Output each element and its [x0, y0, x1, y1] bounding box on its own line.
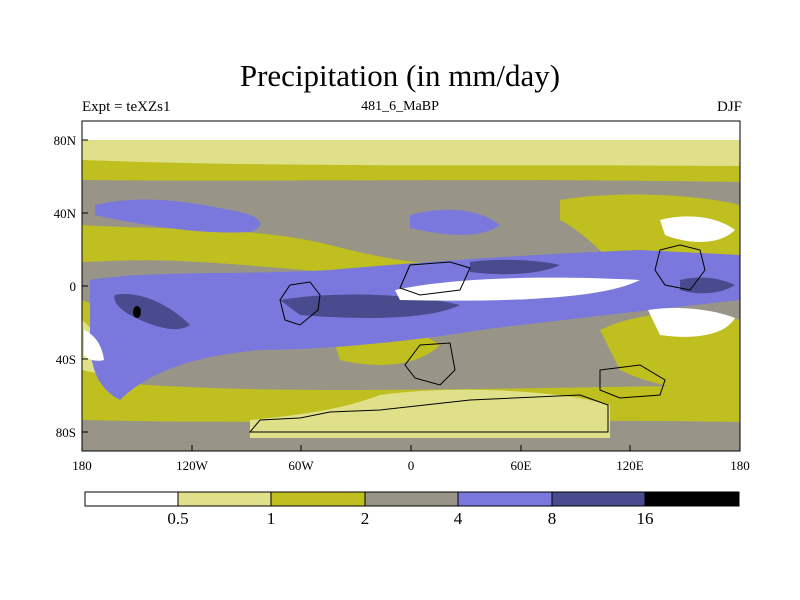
y-tick-label: 0 [70, 279, 77, 294]
atlantic-core [280, 294, 460, 318]
colorbar-bin [457, 491, 553, 507]
asia-dry [660, 216, 735, 242]
colorbar-bin [177, 491, 272, 507]
north-pacific-wet [95, 199, 261, 233]
east-pacific-dry [84, 330, 104, 361]
contour-field [82, 121, 740, 451]
colorbar-label: 4 [454, 509, 463, 528]
colorbar-bin [551, 491, 646, 507]
colorbar-label: 8 [548, 509, 557, 528]
y-tick-labels: 80N 40N 0 40S 80S [54, 133, 77, 440]
colorbar-bin [364, 491, 459, 507]
africa-core [470, 259, 560, 275]
pacific-core [114, 294, 190, 330]
x-tick-marks [81, 445, 741, 451]
colorbar: 0.5 1 2 4 8 16 [84, 491, 740, 528]
colorbar-label: 2 [361, 509, 370, 528]
map-title: Precipitation (in mm/day) [239, 58, 561, 93]
period-label: 481_6_MaBP [361, 99, 439, 114]
y-tick-label: 80S [56, 425, 76, 440]
x-tick-label: 60E [511, 458, 532, 473]
colorbar-bin [84, 491, 179, 507]
y-tick-marks [82, 139, 88, 433]
colorbar-bin [644, 491, 740, 507]
x-tick-label: 180 [72, 458, 92, 473]
tropic-north-yellow [82, 225, 450, 277]
x-tick-label: 120W [176, 458, 209, 473]
x-tick-label: 180 [730, 458, 750, 473]
experiment-label: Expt = teXZs1 [82, 99, 171, 115]
y-tick-label: 80N [54, 133, 77, 148]
x-tick-labels: 180 120W 60W 0 60E 120E 180 [72, 458, 750, 473]
colorbar-label: 16 [637, 509, 654, 528]
colorbar-label: 1 [267, 509, 276, 528]
season-label: DJF [716, 99, 742, 115]
extreme-core [133, 306, 141, 318]
north-pole-dry [82, 121, 740, 143]
colorbar-bin [270, 491, 366, 507]
x-tick-label: 120E [616, 458, 644, 473]
colorbar-label: 0.5 [167, 509, 188, 528]
y-tick-label: 40N [54, 206, 77, 221]
coastlines [248, 244, 706, 433]
australia-dry [648, 307, 735, 337]
x-tick-label: 60W [288, 458, 314, 473]
x-tick-label: 0 [408, 458, 415, 473]
antarctic-light [250, 389, 610, 438]
north-atlantic-wet [410, 209, 500, 235]
sahara-dry [395, 277, 640, 301]
west-pacific-core [680, 277, 735, 294]
y-tick-label: 40S [56, 352, 76, 367]
north-band-yellow [82, 160, 740, 182]
